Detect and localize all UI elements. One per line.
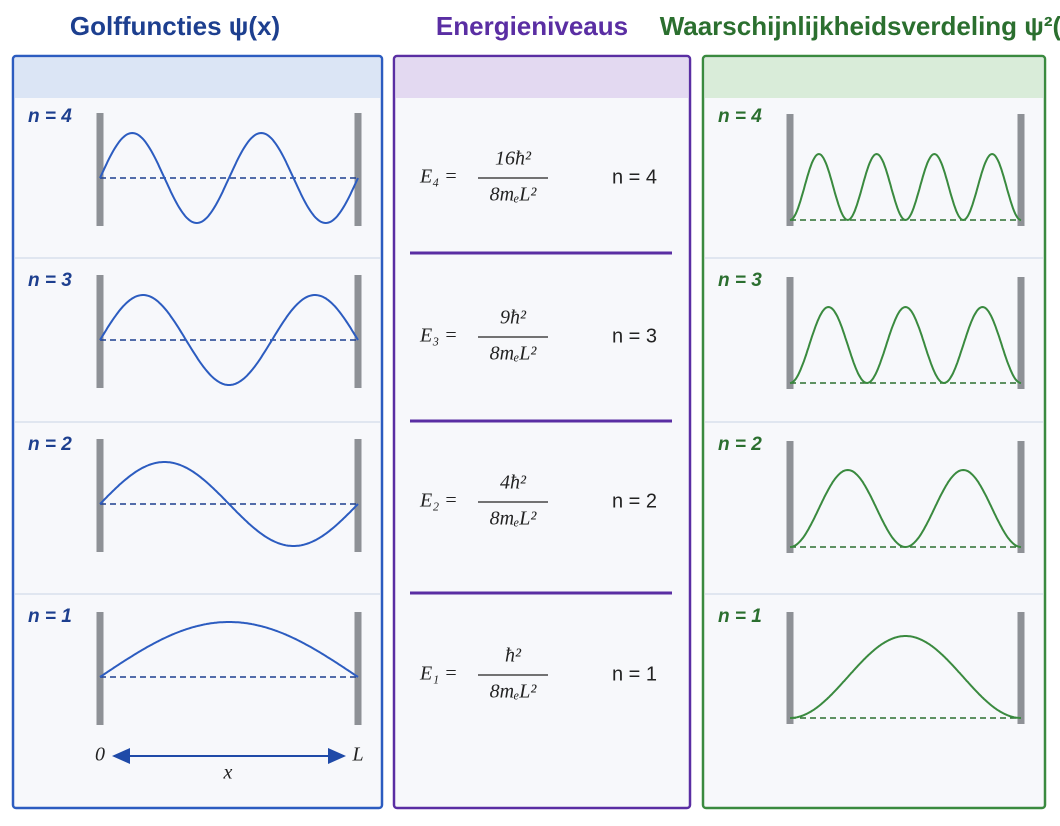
wall xyxy=(1017,277,1025,389)
wall xyxy=(786,114,794,226)
level-label: n = 2 xyxy=(718,434,762,455)
probability-curve xyxy=(789,152,1022,222)
axis-variable: x xyxy=(223,762,233,784)
wall xyxy=(786,612,794,724)
wall xyxy=(96,439,104,552)
wall xyxy=(96,612,104,725)
wall xyxy=(1017,114,1025,226)
wall xyxy=(354,612,362,725)
panel-title: Energieniveaus xyxy=(436,11,628,41)
panel xyxy=(701,54,1047,810)
wall xyxy=(354,439,362,552)
panel-header xyxy=(396,58,688,98)
level-label: n = 1 xyxy=(718,606,762,627)
wall xyxy=(786,277,794,389)
energy-numerator: ħ² xyxy=(505,645,522,667)
level-label: n = 2 xyxy=(612,490,657,512)
panel-title: Waarschijnlijkheidsverdeling ψ²(x) xyxy=(660,11,1060,41)
energy-denominator: 8mₑL² xyxy=(490,184,538,206)
wave-curve xyxy=(99,621,359,678)
probability-curve xyxy=(790,635,1021,719)
wall xyxy=(96,275,104,388)
energy-numerator: 9ħ² xyxy=(500,307,527,329)
energy-lhs: E₁ = xyxy=(419,663,458,685)
energy-lhs: E₃ = xyxy=(419,325,458,347)
energy-lhs: E₄ = xyxy=(419,166,458,188)
level-label: n = 1 xyxy=(612,663,657,685)
wall xyxy=(786,441,794,553)
level-label: n = 2 xyxy=(28,434,72,455)
wall xyxy=(354,275,362,388)
axis-start: 0 xyxy=(95,744,105,766)
panel xyxy=(392,54,692,810)
level-label: n = 3 xyxy=(718,270,762,291)
panel-title: Golffuncties ψ(x) xyxy=(70,11,280,41)
wave-curve xyxy=(99,294,359,386)
energy-numerator: 4ħ² xyxy=(500,472,527,494)
level-label: n = 4 xyxy=(612,166,657,188)
probability-curve xyxy=(789,305,1022,385)
panel-header xyxy=(705,58,1043,98)
energy-denominator: 8mₑL² xyxy=(490,681,538,703)
panel-header xyxy=(15,58,380,98)
wave-curve xyxy=(99,461,359,547)
level-label: n = 3 xyxy=(612,325,657,347)
panel xyxy=(11,54,384,810)
energy-denominator: 8mₑL² xyxy=(490,343,538,365)
wall xyxy=(354,113,362,226)
probability-curve xyxy=(789,468,1022,549)
energy-lhs: E₂ = xyxy=(419,490,458,512)
wall xyxy=(1017,441,1025,553)
energy-denominator: 8mₑL² xyxy=(490,508,538,530)
level-label: n = 1 xyxy=(28,606,72,627)
energy-numerator: 16ħ² xyxy=(495,148,532,170)
level-label: n = 3 xyxy=(28,270,72,291)
wall xyxy=(1017,612,1025,724)
wall xyxy=(96,113,104,226)
level-label: n = 4 xyxy=(718,106,762,127)
axis-end: L xyxy=(351,744,363,766)
level-label: n = 4 xyxy=(28,106,72,127)
wave-curve xyxy=(99,131,359,225)
